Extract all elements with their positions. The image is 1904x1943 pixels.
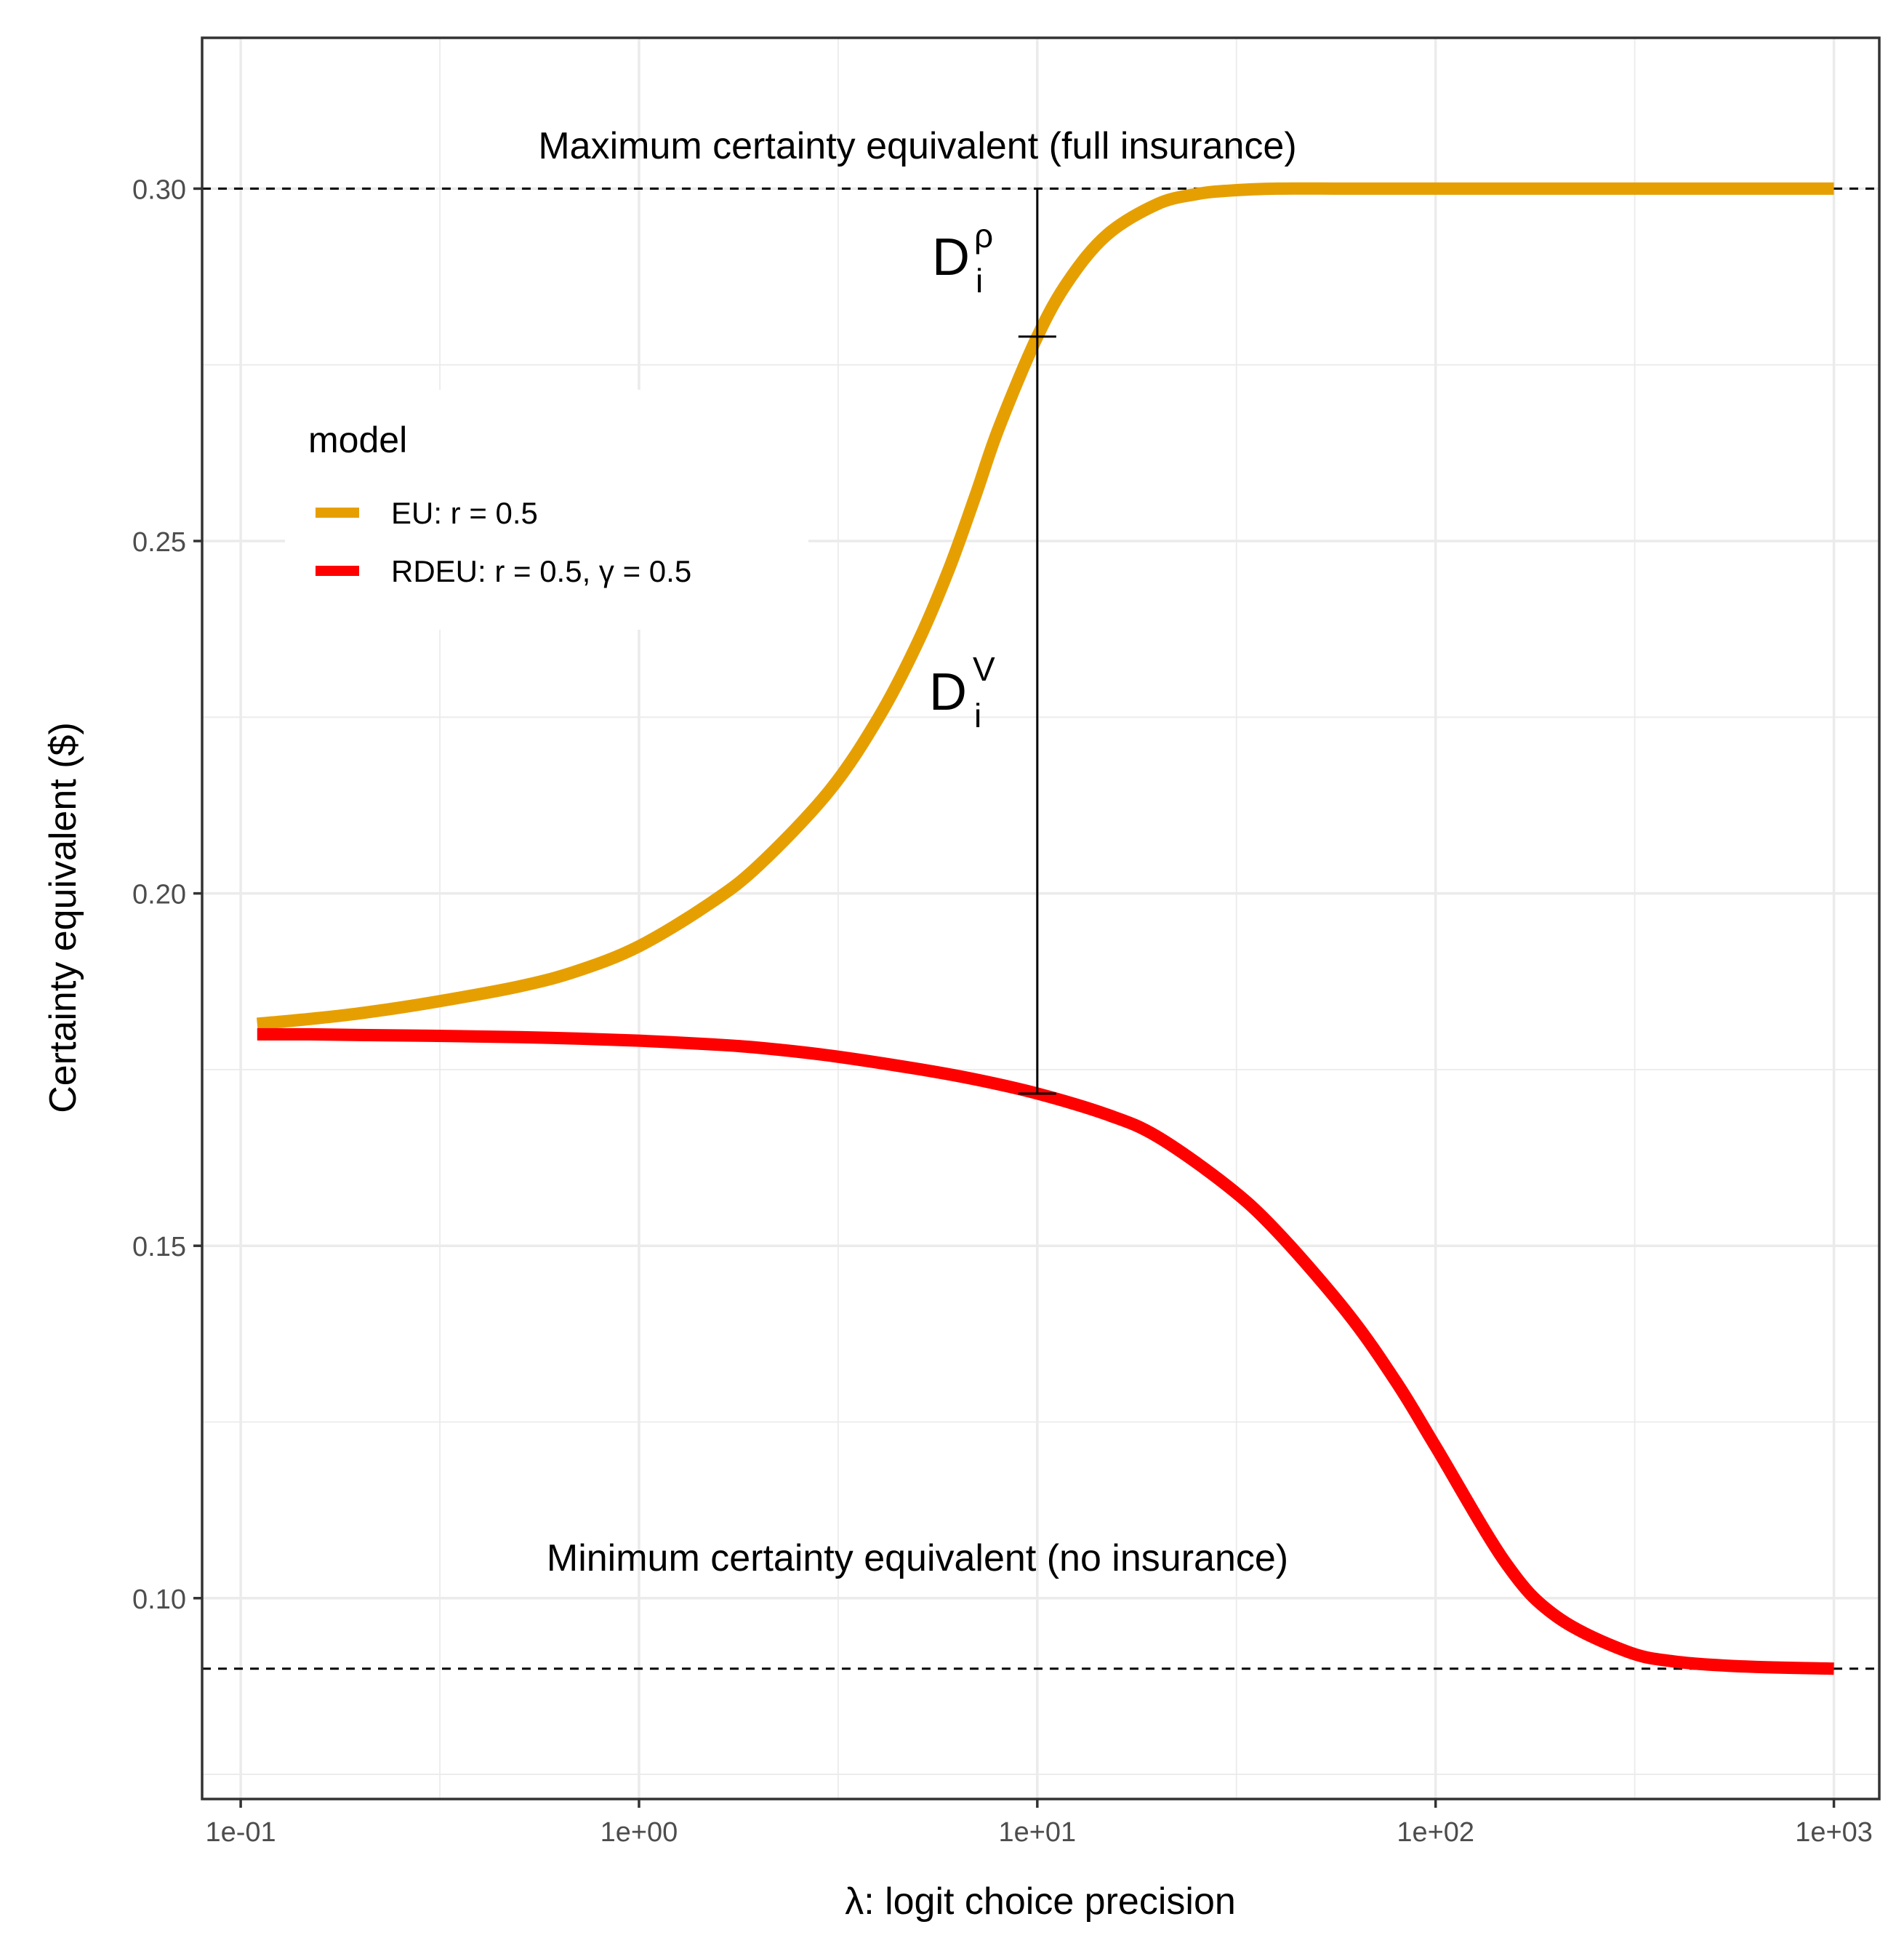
x-tick-label: 1e+03 bbox=[1795, 1817, 1873, 1848]
y-tick-label: 0.25 bbox=[132, 527, 186, 558]
d-v-base: D bbox=[929, 663, 967, 721]
y-tick-label: 0.20 bbox=[132, 880, 186, 910]
series-line-eu bbox=[256, 182, 1834, 1030]
legend-title: model bbox=[308, 420, 407, 460]
panel-border bbox=[201, 36, 1881, 1800]
d-rho-sub: i bbox=[976, 262, 983, 300]
max-certainty-annotation: Maximum certainty equivalent (full insur… bbox=[538, 125, 1296, 167]
y-tick-label: 0.30 bbox=[132, 175, 186, 205]
legend-label-rdeu: RDEU: r = 0.5, γ = 0.5 bbox=[391, 554, 691, 588]
d-v-label: D V i bbox=[929, 650, 995, 734]
legend-background bbox=[285, 390, 808, 630]
y-tick-label: 0.10 bbox=[132, 1585, 186, 1615]
legend-label-eu: EU: r = 0.5 bbox=[391, 496, 538, 530]
minor-gridlines bbox=[202, 38, 1879, 1799]
x-axis: 1e-01 1e+00 1e+01 1e+02 1e+03 bbox=[205, 1799, 1873, 1848]
difference-segment bbox=[1018, 188, 1056, 1095]
y-axis-title: Certainty equivalent ($) bbox=[42, 722, 84, 1113]
legend: model EU: r = 0.5 RDEU: r = 0.5, γ = 0.5 bbox=[285, 390, 808, 630]
d-rho-base: D bbox=[932, 228, 970, 287]
series-layer bbox=[256, 182, 1834, 1675]
x-tick-label: 1e+00 bbox=[600, 1817, 678, 1848]
min-certainty-annotation: Minimum certainty equivalent (no insuran… bbox=[547, 1537, 1288, 1579]
y-tick-label: 0.15 bbox=[132, 1232, 186, 1262]
x-tick-label: 1e-01 bbox=[205, 1817, 276, 1848]
plot-area bbox=[201, 36, 1881, 1800]
d-rho-sup: ρ bbox=[974, 217, 993, 255]
x-tick-label: 1e+02 bbox=[1397, 1817, 1474, 1848]
d-rho-label: D ρ i bbox=[932, 217, 993, 300]
d-v-sub: i bbox=[974, 697, 981, 734]
series-line-rdeu bbox=[257, 1027, 1834, 1675]
x-axis-title: λ: logit choice precision bbox=[845, 1880, 1236, 1923]
x-tick-label: 1e+01 bbox=[998, 1817, 1076, 1848]
d-v-sup: V bbox=[973, 650, 995, 688]
y-axis: 0.10 0.15 0.20 0.25 0.30 bbox=[132, 175, 202, 1615]
panel-background bbox=[202, 38, 1879, 1799]
